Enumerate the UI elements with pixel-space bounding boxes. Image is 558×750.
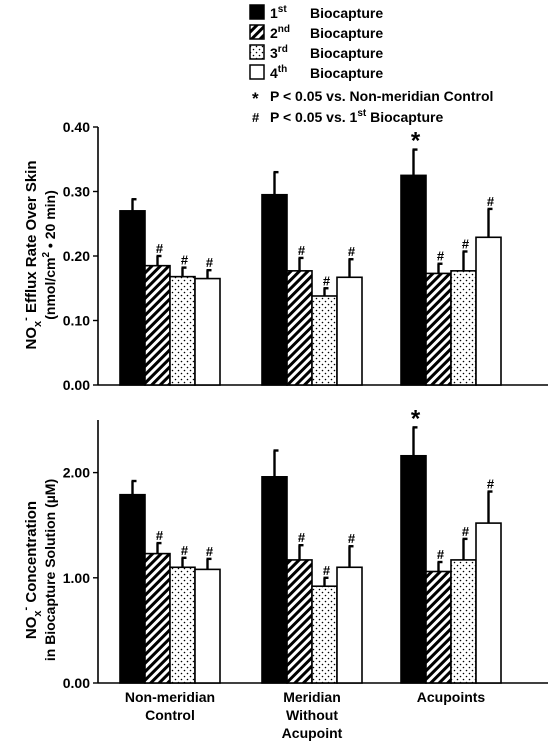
top-bar — [400, 174, 427, 386]
bottom-bar — [311, 585, 338, 684]
bottom-bar — [400, 454, 427, 684]
legend-note-star: * P < 0.05 vs. Non-meridian Control — [252, 88, 493, 108]
legend-label-2: Biocapture — [310, 25, 383, 41]
bottom-ytick-label: 2.00 — [63, 465, 90, 481]
top-bar — [169, 275, 196, 386]
top-bar — [144, 264, 171, 386]
top-ytick-label: 0.10 — [63, 313, 90, 329]
bottom-bar — [425, 570, 452, 684]
top-bar — [450, 270, 477, 386]
top-significance-hash: # — [348, 244, 356, 259]
note-star-text: P < 0.05 vs. Non-meridian Control — [270, 88, 493, 104]
top-bar — [425, 272, 452, 386]
top-ytick-label: 0.30 — [63, 184, 90, 200]
bottom-plot-area: 0.00 1.00 2.00 # # # # # # * # # # — [63, 405, 548, 691]
top-significance-star: * — [411, 128, 421, 155]
legend-swatch-1 — [249, 4, 265, 20]
bottom-bar — [450, 559, 477, 684]
bottom-bar — [286, 559, 313, 684]
legend-label-3: Biocapture — [310, 45, 383, 61]
bottom-significance-star: * — [411, 405, 421, 432]
bottom-bar — [144, 552, 171, 684]
bottom-bar — [194, 568, 221, 684]
bottom-significance-hash: # — [348, 531, 356, 546]
legend-label-1: Biocapture — [310, 5, 383, 21]
category-labels: Non-meridian Control Meridian Without Acupoi… — [125, 689, 486, 741]
legend-swatch-4 — [249, 64, 265, 80]
bottom-significance-hash: # — [437, 547, 445, 562]
top-bar — [475, 236, 502, 386]
top-significance-hash: # — [487, 194, 495, 209]
legend-note-hash: # P < 0.05 vs. 1st Biocapture — [252, 108, 443, 125]
bottom-bar — [261, 476, 288, 684]
category-label: Meridian — [283, 689, 341, 705]
top-bar — [336, 276, 363, 386]
top-significance-hash: # — [181, 253, 189, 268]
legend-ordinal-4: 4th — [270, 64, 287, 81]
bottom-significance-hash: # — [323, 563, 331, 578]
top-plot-area: 0.00 0.10 0.20 0.30 0.40 # # # # # # * # # # — [63, 119, 548, 393]
category-label: Control — [145, 707, 195, 723]
top-significance-hash: # — [298, 243, 306, 258]
top-ytick-label: 0.40 — [63, 119, 90, 135]
note-star-symbol: * — [252, 89, 259, 108]
legend-item-2: 2nd Biocapture — [249, 24, 383, 41]
top-ytick-label: 0.00 — [63, 377, 90, 393]
legend-item-1: 1st Biocapture — [249, 4, 383, 21]
bottom-ylabel-line1: NOx- Concentration — [20, 501, 44, 639]
legend-ordinal-2: 2nd — [270, 24, 290, 41]
category-label: Without — [286, 707, 338, 723]
top-significance-hash: # — [206, 255, 214, 270]
note-hash-text: P < 0.05 vs. 1st Biocapture — [270, 108, 443, 125]
legend: 1st Biocapture 2nd Biocapture 3rd Biocap… — [249, 4, 493, 125]
concentration-chart: NOx- Concentration in Biocapture Solutio… — [20, 405, 548, 691]
efflux-rate-chart: NOx- Efflux Rate Over Skin (nmol/cm2 • 2… — [20, 119, 548, 393]
legend-ordinal-1: 1st — [270, 4, 287, 21]
legend-item-3: 3rd Biocapture — [249, 44, 383, 61]
category-label: Acupoints — [417, 689, 486, 705]
bottom-significance-hash: # — [462, 524, 470, 539]
legend-swatch-3 — [249, 44, 265, 60]
top-significance-hash: # — [323, 273, 331, 288]
legend-ordinal-3: 3rd — [270, 44, 288, 61]
bottom-bar — [336, 566, 363, 684]
legend-item-4: 4th Biocapture — [249, 64, 383, 81]
note-hash-symbol: # — [252, 110, 260, 125]
bottom-significance-hash: # — [206, 544, 214, 559]
top-bar — [119, 210, 146, 386]
bottom-significance-hash: # — [487, 477, 495, 492]
bottom-ylabel-line2: in Biocapture Solution (µM) — [42, 479, 58, 661]
bottom-ytick-label: 1.00 — [63, 570, 90, 586]
top-ylabel-line1: NOx- Efflux Rate Over Skin — [20, 160, 44, 349]
top-bar — [261, 193, 288, 386]
top-ylabel-line2: (nmol/cm2 • 20 min) — [41, 190, 58, 320]
legend-label-4: Biocapture — [310, 65, 383, 81]
legend-swatch-2 — [249, 24, 265, 40]
top-significance-hash: # — [437, 249, 445, 264]
top-ytick-label: 0.20 — [63, 248, 90, 264]
top-bar — [194, 277, 221, 386]
top-bar — [286, 270, 313, 386]
top-bar — [311, 295, 338, 386]
bottom-bar — [119, 493, 146, 684]
category-label: Acupoint — [282, 725, 343, 741]
bottom-ytick-label: 0.00 — [63, 675, 90, 691]
bottom-bar — [169, 566, 196, 684]
top-significance-hash: # — [156, 241, 164, 256]
bottom-significance-hash: # — [298, 530, 306, 545]
top-significance-hash: # — [462, 236, 470, 251]
bottom-significance-hash: # — [156, 528, 164, 543]
category-label: Non-meridian — [125, 689, 215, 705]
bottom-bar — [475, 522, 502, 684]
bottom-significance-hash: # — [181, 543, 189, 558]
